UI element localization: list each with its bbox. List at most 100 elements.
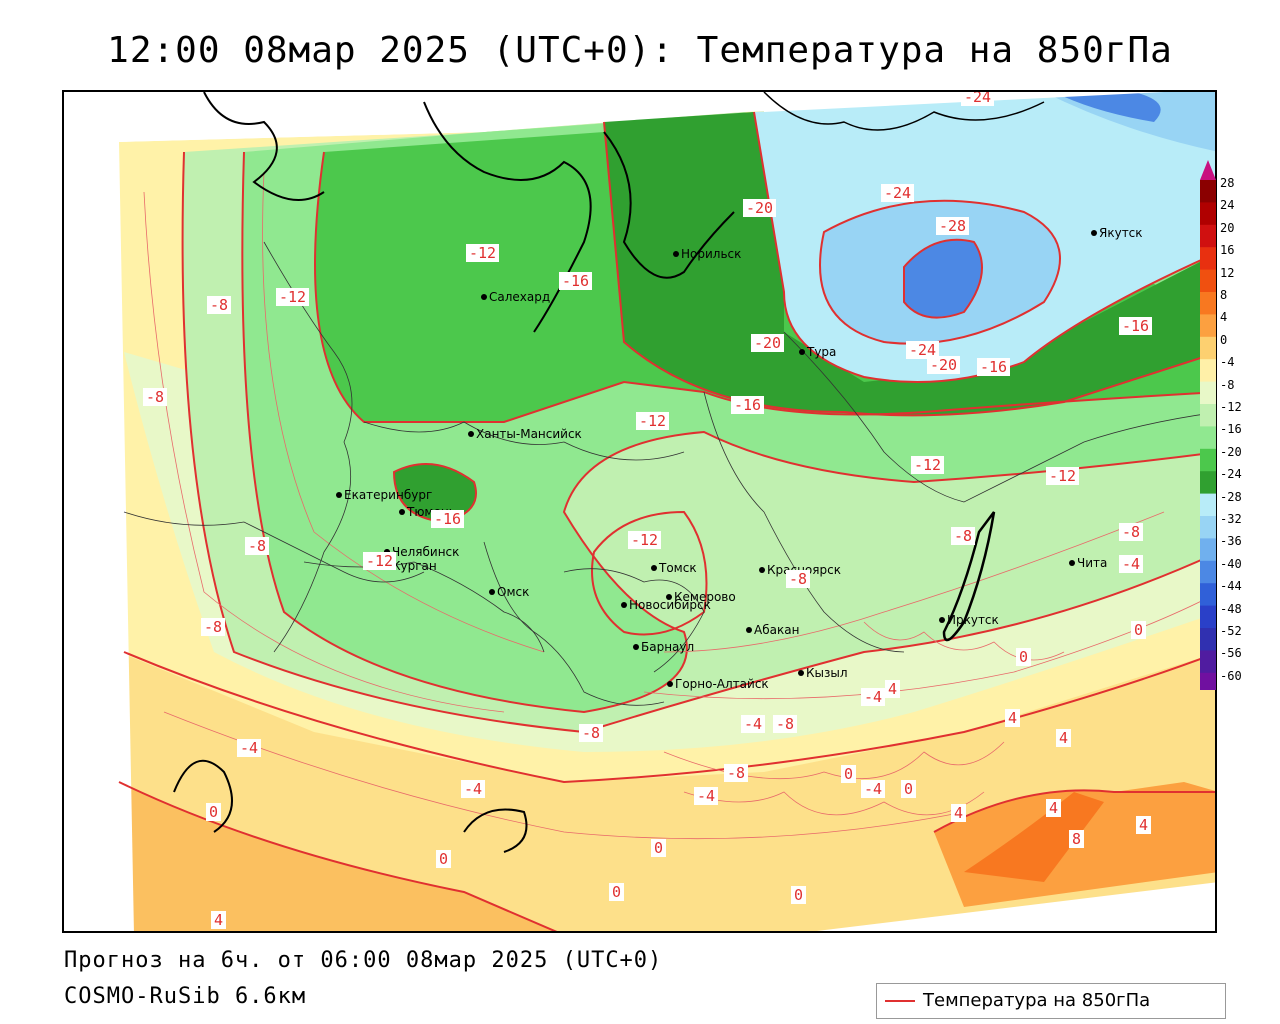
colorbar-tick-label: 12 [1220, 265, 1235, 280]
colorbar-tick-label: 20 [1220, 220, 1235, 235]
contour-value-label: 0 [651, 839, 666, 857]
contour-value-label: -8 [951, 527, 975, 545]
contour-value-label: -20 [751, 334, 784, 352]
contour-value-label: 0 [1016, 648, 1031, 666]
colorbar-tick-label: -8 [1220, 377, 1235, 392]
contour-value-label: -12 [1046, 467, 1079, 485]
svg-text:0: 0 [904, 780, 913, 798]
svg-text:-12: -12 [639, 412, 666, 430]
svg-text:-20: -20 [930, 356, 957, 374]
colorbar-tick-label: 8 [1220, 288, 1228, 302]
colorbar-tick-label: -12 [1220, 400, 1242, 414]
colorbar-max-arrow [1200, 160, 1216, 180]
colorbar-swatch [1200, 202, 1216, 226]
city-marker [666, 594, 672, 600]
colorbar-tick-label: -56 [1220, 646, 1242, 661]
svg-text:-8: -8 [727, 764, 745, 782]
city-marker [633, 644, 639, 650]
city-marker [798, 670, 804, 676]
colorbar-swatch [1200, 672, 1216, 690]
cities-layer: Норильск Якутск Салехард Тура Ханты-Мансийск… [336, 226, 1143, 691]
contour-value-label: -16 [431, 510, 464, 528]
legend-line-swatch [885, 1000, 915, 1002]
colorbar-swatch [1200, 404, 1216, 427]
colorbar-tick-label: -16 [1220, 422, 1242, 437]
temperature-colorbar [1200, 160, 1216, 690]
svg-text:-8: -8 [146, 388, 164, 406]
city-label: Курган [392, 559, 437, 573]
contour-value-label: 4 [951, 804, 966, 822]
svg-text:-20: -20 [746, 199, 773, 217]
city-marker [481, 294, 487, 300]
contour-value-label: -4 [237, 739, 261, 757]
city-label: Томск [658, 561, 697, 575]
svg-text:-28: -28 [939, 217, 966, 235]
contour-value-label: 4 [885, 680, 900, 698]
svg-text:-16: -16 [434, 510, 461, 528]
svg-text:-16: -16 [1122, 317, 1149, 335]
contour-value-label: -20 [743, 199, 776, 217]
city-label: Салехард [489, 290, 550, 304]
colorbar-tick-label: 0 [1220, 332, 1228, 347]
contour-value-label: -24 [881, 184, 914, 202]
city-label: Тура [806, 345, 836, 359]
contour-value-label: 0 [791, 886, 806, 904]
svg-text:-12: -12 [631, 531, 658, 549]
svg-text:-4: -4 [864, 688, 882, 706]
contour-value-label: 0 [436, 850, 451, 868]
city-marker [1069, 560, 1075, 566]
contour-value-label: -12 [636, 412, 669, 430]
contour-value-label: -4 [741, 715, 765, 733]
city-marker [799, 349, 805, 355]
contour-value-label: 8 [1069, 830, 1084, 848]
city-label: Челябинск [392, 545, 459, 559]
city-label: Абакан [754, 623, 799, 637]
contour-value-label: 4 [1136, 816, 1151, 834]
legend-label: Температура на 850гПа [923, 990, 1151, 1011]
colorbar-tick-label: -44 [1220, 579, 1242, 594]
colorbar-tick-label: -24 [1220, 467, 1242, 482]
colorbar-swatch [1200, 314, 1216, 338]
colorbar-swatch [1200, 448, 1216, 472]
city-marker [673, 251, 679, 257]
svg-text:-16: -16 [562, 272, 589, 290]
contour-value-label: -16 [731, 396, 764, 414]
colorbar-tick-label: -48 [1220, 601, 1242, 616]
colorbar-swatch [1200, 605, 1216, 629]
contour-value-label: -24 [906, 341, 939, 359]
colorbar-swatch [1200, 560, 1216, 584]
contour-value-label: 4 [1056, 729, 1071, 747]
model-name: COSMO-RuSib 6.6км [64, 984, 307, 1009]
contour-value-label: -8 [579, 724, 603, 742]
city-label: Якутск [1099, 226, 1143, 240]
colorbar-swatch [1200, 516, 1216, 539]
city-label: Барнаул [641, 640, 694, 654]
svg-text:-8: -8 [789, 570, 807, 588]
colorbar-swatch [1200, 426, 1216, 450]
contour-value-label: -20 [927, 356, 960, 374]
contour-labels-layer: -24-24-28-20-12-16-12-8-20 -24-20 -16-16-1… [143, 92, 1152, 929]
svg-text:-24: -24 [909, 341, 936, 359]
city-label: Омск [497, 585, 529, 599]
contour-value-label: -12 [466, 244, 499, 262]
colorbar-tick-label: -20 [1220, 444, 1242, 459]
contour-value-label: 4 [1046, 799, 1061, 817]
svg-text:4: 4 [214, 911, 223, 929]
svg-text:-12: -12 [914, 456, 941, 474]
svg-text:-4: -4 [864, 780, 882, 798]
contour-value-label: 0 [609, 883, 624, 901]
contour-value-label: -8 [201, 618, 225, 636]
colorbar-tick-label: 24 [1220, 198, 1235, 213]
colorbar-swatch [1200, 269, 1216, 293]
svg-text:-4: -4 [1122, 555, 1140, 573]
contour-value-label: 0 [1131, 621, 1146, 639]
city-marker [489, 589, 495, 595]
temperature-map[interactable]: Норильск Якутск Салехард Тура Ханты-Мансийск… [62, 90, 1217, 933]
colorbar-tick-label: 28 [1220, 176, 1235, 190]
colorbar-tick-label: -36 [1220, 534, 1242, 549]
colorbar-swatch [1200, 180, 1216, 203]
svg-text:4: 4 [1008, 709, 1017, 727]
svg-text:-8: -8 [582, 724, 600, 742]
contour-value-label: -24 [961, 92, 994, 106]
contour-value-label: -8 [143, 388, 167, 406]
